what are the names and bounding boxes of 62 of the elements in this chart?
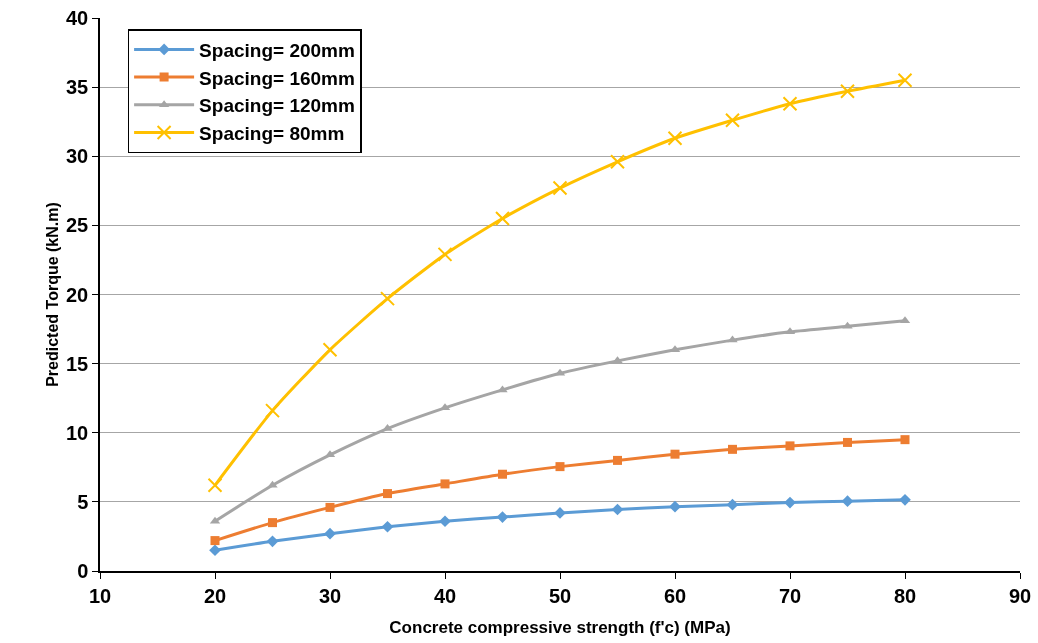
point <box>324 527 336 540</box>
point <box>669 500 681 513</box>
point <box>782 96 798 112</box>
y-tick-label: 20 <box>66 283 89 306</box>
x-tick-label: 90 <box>1008 584 1032 607</box>
point <box>843 437 852 447</box>
point <box>785 441 795 451</box>
point <box>210 536 220 546</box>
point <box>670 449 680 459</box>
point <box>897 72 913 88</box>
point <box>728 444 737 454</box>
point <box>667 130 683 146</box>
point <box>497 385 508 393</box>
point <box>498 469 507 479</box>
point <box>725 112 740 128</box>
x-tick-label: 20 <box>203 584 227 607</box>
point <box>610 154 625 170</box>
legend-label: Spacing= 80mm <box>199 122 345 144</box>
point <box>207 477 223 493</box>
point <box>613 455 622 465</box>
point <box>439 515 451 528</box>
x-axis-title: Concrete compressive strength (f'c) (MPa) <box>389 617 731 637</box>
point <box>495 210 510 226</box>
point <box>267 480 278 488</box>
y-tick-label: 40 <box>66 7 89 29</box>
point <box>265 403 280 419</box>
point <box>380 291 395 307</box>
legend-label: Spacing= 200mm <box>199 39 355 61</box>
point <box>899 493 911 506</box>
x-tick-label: 40 <box>433 584 457 607</box>
x-tick-label: 80 <box>893 584 917 607</box>
point <box>268 518 277 528</box>
x-tick-label: 30 <box>318 584 342 607</box>
y-tick-label: 35 <box>66 76 89 99</box>
point <box>784 496 796 509</box>
y-tick-label: 0 <box>77 560 89 582</box>
point <box>325 502 335 512</box>
y-tick-label: 15 <box>66 352 89 375</box>
y-tick-label: 30 <box>66 145 89 168</box>
x-tick-label: 70 <box>778 584 802 607</box>
legend-label: Spacing= 160mm <box>199 67 355 89</box>
y-tick-label: 25 <box>66 214 89 237</box>
point <box>840 83 855 99</box>
point <box>383 489 392 499</box>
point <box>842 321 853 329</box>
point <box>437 246 453 262</box>
x-tick-label: 60 <box>663 584 687 607</box>
point <box>322 342 338 358</box>
y-tick-label: 5 <box>77 490 89 513</box>
point <box>440 479 450 489</box>
point <box>555 462 565 472</box>
x-tick-label: 50 <box>548 584 572 607</box>
legend-label: Spacing= 120mm <box>199 95 355 117</box>
y-tick-label: 10 <box>66 421 89 444</box>
y-axis-title: Predicted Torque (kN.m) <box>43 202 61 387</box>
point <box>381 520 394 533</box>
point <box>266 535 279 548</box>
point <box>900 435 910 445</box>
point <box>209 544 221 557</box>
point <box>552 180 568 196</box>
point <box>611 503 624 516</box>
point <box>496 511 509 523</box>
